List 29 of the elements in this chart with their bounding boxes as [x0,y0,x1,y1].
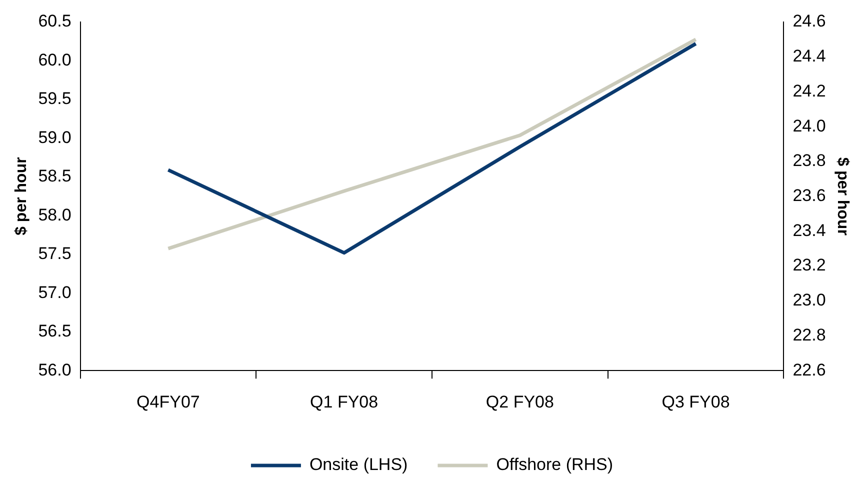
y-tick-label: 58.0 [38,205,72,224]
y-tick-label: 56.5 [38,322,72,341]
y-tick-label: 59.5 [38,89,72,108]
y2-tick-label: 24.6 [792,12,826,31]
y-tick-label: 56.0 [38,360,72,380]
y2-tick-label: 24.2 [792,81,826,100]
y-axis-title: $ per hour [13,157,30,236]
y2-tick-label: 23.0 [792,290,826,310]
x-tick-label: Q2 FY08 [486,392,554,412]
y-tick-label: 57.0 [38,282,72,302]
y2-tick-label: 23.6 [792,186,826,205]
x-tick-label: Q4FY07 [136,392,200,412]
x-tick-label: Q1 FY08 [310,392,378,412]
y2-tick-label: 22.8 [792,325,826,344]
y-tick-label: 58.5 [38,166,72,186]
y-tick-label: 57.5 [38,244,72,264]
y-tick-label: 59.0 [38,128,72,147]
y2-axis-title: $ per hour [834,157,851,236]
legend-label: Onsite (LHS) [309,455,408,474]
y2-tick-label: 23.4 [792,220,826,240]
y2-tick-label: 24.4 [792,46,826,66]
y2-tick-label: 22.6 [792,360,826,380]
x-tick-label: Q3 FY08 [662,392,730,412]
legend-label: Offshore (RHS) [496,455,614,474]
y2-tick-label: 23.2 [792,256,826,275]
y-tick-label: 60.5 [38,12,72,31]
y-tick-label: 60.0 [38,50,72,70]
y2-tick-label: 23.8 [792,151,826,170]
y2-tick-label: 24.0 [792,116,826,136]
